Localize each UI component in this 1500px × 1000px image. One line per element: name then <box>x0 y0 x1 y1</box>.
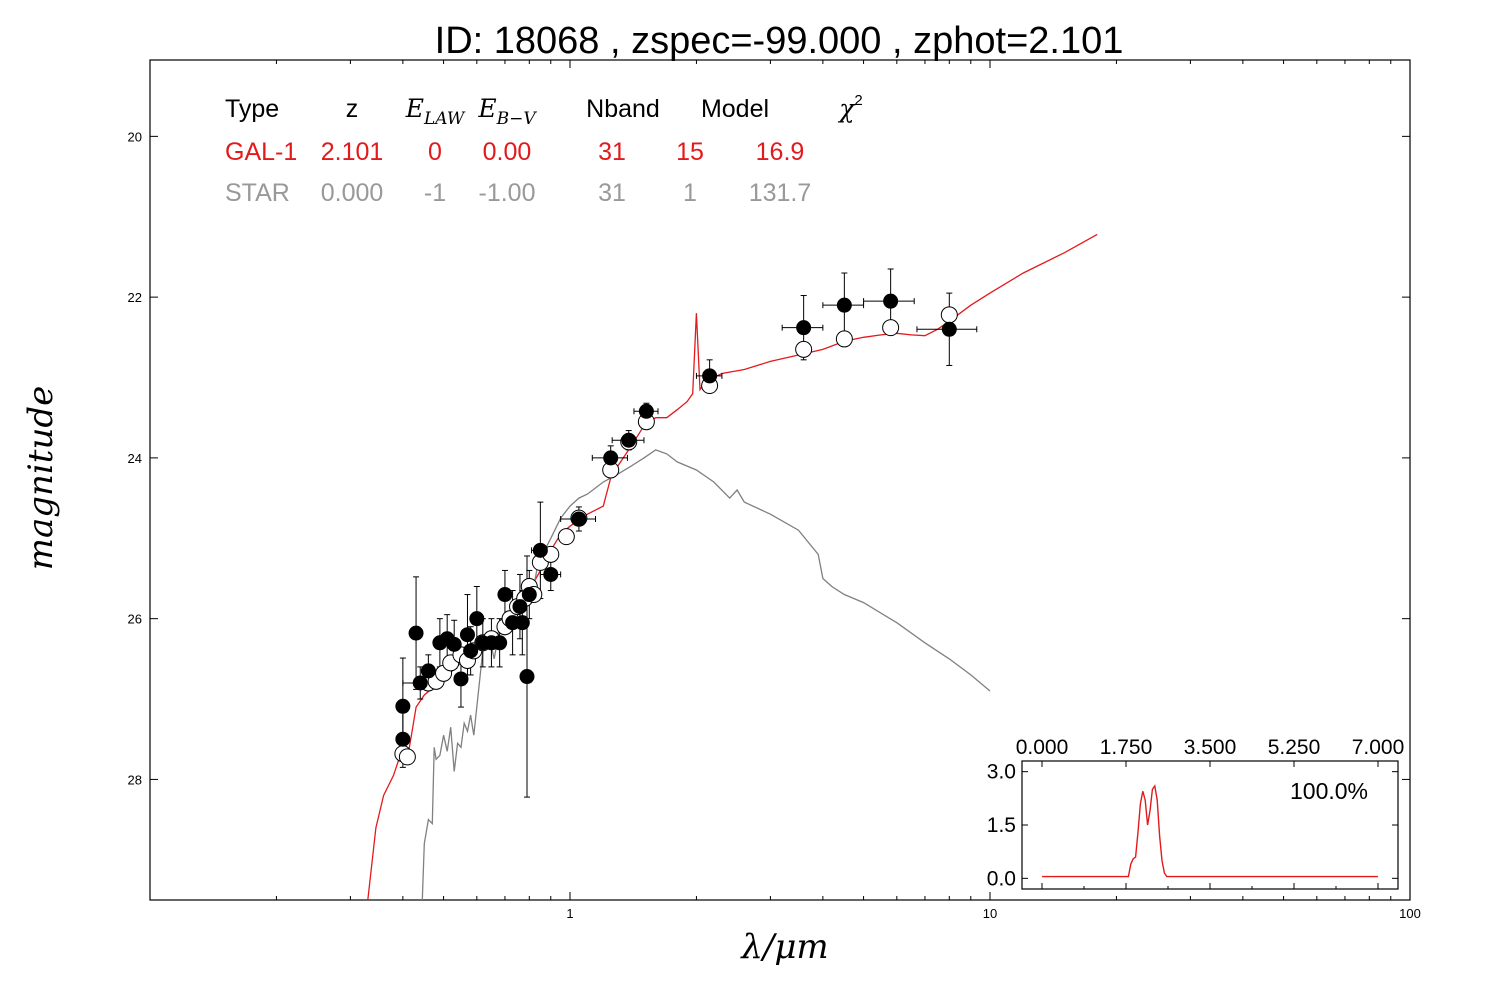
model-point <box>835 330 853 348</box>
observed-point <box>453 671 469 687</box>
header-math-sub: LAW <box>423 109 466 129</box>
inset-probability-label: 100.0% <box>1290 778 1368 804</box>
table-header-cell: χ2 <box>837 92 863 123</box>
chart-title: ID: 18068 , zspec=-99.000 , zphot=2.101 <box>435 20 1124 62</box>
observed-point <box>412 675 428 691</box>
table-cell: 131.7 <box>749 179 812 207</box>
redshift-pdf-line <box>1042 784 1378 878</box>
observed-point <box>702 368 718 384</box>
model-point <box>398 748 416 766</box>
observed-point <box>836 297 852 313</box>
header-math-base: E <box>405 94 424 123</box>
redshift-pdf-inset: 0.000 1.750 3.500 5.250 7.000 0.0 1.5 3.0 100.0% <box>987 736 1404 890</box>
x-tick-label: 100 <box>1399 906 1421 921</box>
table-cell: 15 <box>676 138 704 166</box>
model-point <box>882 319 900 337</box>
table-cell: -1 <box>424 179 446 207</box>
table-cell: 1 <box>683 179 697 207</box>
y-tick-label: 24 <box>128 451 142 466</box>
observed-point <box>571 511 587 527</box>
plot-frame <box>149 59 1411 901</box>
table-header-cell: Nband <box>586 95 660 123</box>
table-header-cell: ELAW <box>405 94 466 129</box>
observed-point <box>512 599 528 615</box>
observed-point <box>514 615 530 631</box>
observed-point <box>638 403 654 419</box>
observed-point <box>446 636 462 652</box>
table-header-cell: Type <box>225 95 279 123</box>
table-cell: 16.9 <box>756 138 805 166</box>
table-cell: GAL-1 <box>225 138 297 166</box>
observed-point <box>420 663 436 679</box>
inset-y-tick-label: 0.0 <box>987 867 1016 890</box>
header-math-base: χ <box>837 94 856 123</box>
observed-point <box>463 643 479 659</box>
table-cell: -1.00 <box>479 179 536 207</box>
inset-y-tick-label: 3.0 <box>987 761 1016 784</box>
table-cell: 0.00 <box>483 138 532 166</box>
x-tick-label: 1 <box>566 906 573 921</box>
observed-point <box>497 587 513 603</box>
observed-point <box>532 542 548 558</box>
inset-x-tick-label: 3.500 <box>1184 736 1237 759</box>
observed-point <box>883 293 899 309</box>
table-cell: 31 <box>598 179 626 207</box>
y-tick-label: 28 <box>128 772 142 787</box>
observed-point <box>621 432 637 448</box>
y-axis-label: magnitude <box>21 386 61 571</box>
table-header-cell: EB−V <box>477 94 537 129</box>
observed-point <box>796 320 812 336</box>
inset-x-tick-label: 0.000 <box>1016 736 1069 759</box>
model-point <box>940 306 958 324</box>
observed-point <box>519 669 535 685</box>
observed-point <box>941 321 957 337</box>
observed-point <box>459 627 475 643</box>
x-axis-label: λ/μm <box>739 927 828 967</box>
header-math-sup: 2 <box>854 92 862 109</box>
table-cell: 0.000 <box>321 179 384 207</box>
observed-point <box>492 635 508 651</box>
model-point <box>557 528 575 546</box>
y-tick-label: 26 <box>128 612 142 627</box>
inset-x-tick-label: 5.250 <box>1268 736 1321 759</box>
table-cell: 31 <box>598 138 626 166</box>
table-cell: 0 <box>428 138 442 166</box>
observed-point <box>408 625 424 641</box>
observed-point <box>521 587 537 603</box>
observed-point <box>469 611 485 627</box>
table-header-cell: z <box>346 95 359 123</box>
model-point <box>795 340 813 358</box>
observed-point <box>395 731 411 747</box>
table-header-cell: Model <box>701 95 769 123</box>
observed-point <box>543 566 559 582</box>
galaxy-model-line <box>367 233 1098 900</box>
inset-x-tick-label: 7.000 <box>1352 736 1405 759</box>
table-cell: 2.101 <box>321 138 384 166</box>
x-tick-label: 10 <box>983 906 997 921</box>
table-cell: STAR <box>225 179 290 207</box>
plot-area <box>367 233 1098 900</box>
observed-point <box>603 450 619 466</box>
header-math-sub: B−V <box>496 109 538 129</box>
inset-x-tick-label: 1.750 <box>1100 736 1153 759</box>
inset-y-tick-label: 1.5 <box>987 814 1016 837</box>
y-tick-label: 22 <box>128 290 142 305</box>
header-math-base: E <box>477 94 496 123</box>
star-model-line <box>421 449 991 900</box>
observed-point <box>395 698 411 714</box>
y-tick-label: 20 <box>128 129 142 144</box>
